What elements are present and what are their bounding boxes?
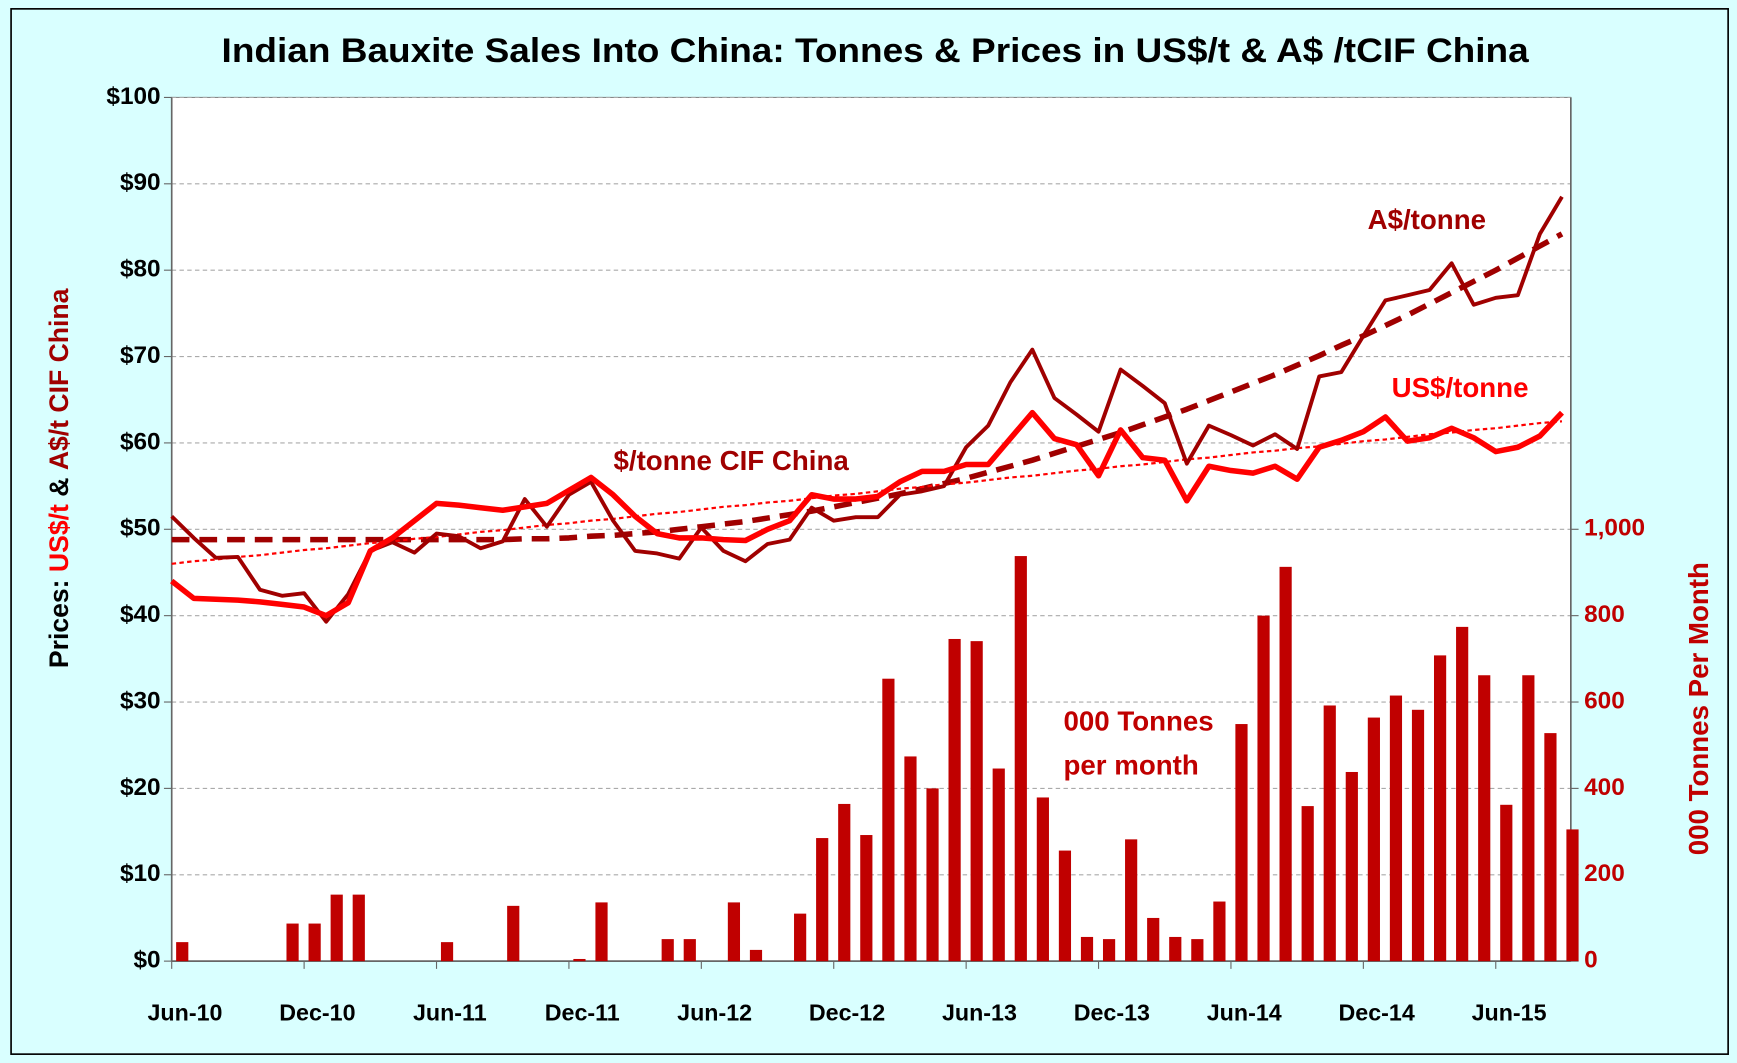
bar (1279, 566, 1292, 962)
bar (683, 939, 696, 962)
y-tick-label: $80 (120, 256, 161, 283)
annotation: per month (1063, 750, 1198, 781)
bar (286, 923, 299, 962)
annotation: $/tonne CIF China (613, 445, 849, 476)
bar (661, 939, 674, 962)
annotation: 000 Tonnes (1063, 705, 1213, 736)
y2-tick-label: 800 (1584, 601, 1625, 628)
bar (749, 949, 763, 962)
bar (860, 835, 873, 962)
y-tick-label: $60 (120, 428, 161, 455)
bar (1522, 675, 1535, 962)
x-tick-label: Jun-13 (942, 999, 1017, 1025)
y-tick-label: $10 (120, 860, 161, 887)
bar (1433, 655, 1447, 962)
y-axis-label-part: A$/t CIF China (44, 288, 74, 470)
y2-tick-label: 200 (1584, 860, 1625, 887)
bar (1235, 724, 1248, 962)
x-tick-label: Jun-14 (1207, 999, 1282, 1025)
bar (992, 768, 1005, 962)
x-tick-label: Dec-13 (1074, 999, 1150, 1025)
chart-title: Indian Bauxite Sales Into China: Tonnes … (222, 32, 1530, 70)
bar (1566, 829, 1579, 962)
y-axis-label: Prices: US$/t & A$/t CIF China (44, 288, 74, 668)
bar (1102, 939, 1116, 962)
bar (1389, 695, 1403, 962)
x-tick-label: Dec-10 (279, 999, 355, 1025)
bar (1014, 556, 1027, 962)
bar (573, 958, 586, 962)
x-tick-label: Jun-15 (1472, 999, 1547, 1025)
y-tick-label: $20 (120, 774, 161, 801)
bar (816, 838, 829, 962)
y-axis-label-part: & (44, 470, 74, 504)
y-tick-label: $30 (120, 687, 161, 714)
x-tick-label: Jun-10 (148, 999, 223, 1025)
frame (10, 8, 1729, 1055)
bar (595, 902, 608, 962)
x-tick-label: Dec-12 (809, 999, 885, 1025)
line (170, 195, 1564, 624)
bar (176, 942, 189, 962)
bar (440, 942, 454, 962)
y-tick-label: $0 (134, 947, 161, 974)
bar (838, 803, 851, 962)
bar (1191, 939, 1204, 962)
x-tick-label: Jun-12 (677, 999, 752, 1025)
x-tick-label: Dec-14 (1339, 999, 1415, 1025)
bar (926, 788, 939, 962)
y2-tick-label: 0 (1584, 947, 1598, 974)
bar (1544, 733, 1557, 962)
bar (727, 902, 741, 962)
annotation: A$/tonne (1368, 204, 1486, 235)
bar (1036, 797, 1049, 962)
bar (1411, 709, 1425, 962)
bar (794, 913, 807, 962)
x-tick-label: Jun-11 (413, 999, 487, 1025)
y-tick-label: $90 (120, 169, 161, 196)
bar (1257, 615, 1270, 962)
bar (1301, 806, 1314, 962)
bar (970, 641, 983, 962)
x-tick-label: Dec-11 (545, 999, 620, 1025)
y2-tick-label: 400 (1584, 774, 1625, 801)
bar (1169, 936, 1182, 962)
bar (948, 638, 961, 962)
bar (904, 756, 917, 962)
bar (308, 923, 321, 962)
bar (1456, 626, 1469, 962)
bar (352, 894, 365, 962)
bar (1478, 675, 1491, 962)
y2-tick-label: 1,000 (1584, 515, 1645, 542)
bar (1367, 717, 1380, 962)
y-tick-label: $100 (106, 83, 160, 110)
y-tick-label: $70 (120, 342, 161, 369)
y2-axis-label: 000 Tonnes Per Month (1683, 562, 1714, 855)
y-axis-label-part: Prices: (44, 572, 74, 668)
bar (330, 894, 343, 962)
annotation: US$/tonne (1392, 372, 1529, 403)
bar (1213, 901, 1226, 962)
bar (882, 678, 895, 962)
bar (1058, 850, 1072, 962)
bar (1323, 705, 1336, 962)
bar (507, 905, 520, 962)
bar (1345, 771, 1358, 962)
y-tick-label: $50 (120, 515, 161, 542)
line (169, 409, 1564, 619)
bar (1147, 917, 1160, 962)
y2-tick-label: 600 (1584, 687, 1625, 714)
y-tick-label: $40 (120, 601, 161, 628)
y-axis-label-part: US$/t (44, 504, 74, 572)
bar (1080, 936, 1094, 962)
bar (1500, 804, 1513, 962)
bar (1125, 839, 1138, 962)
